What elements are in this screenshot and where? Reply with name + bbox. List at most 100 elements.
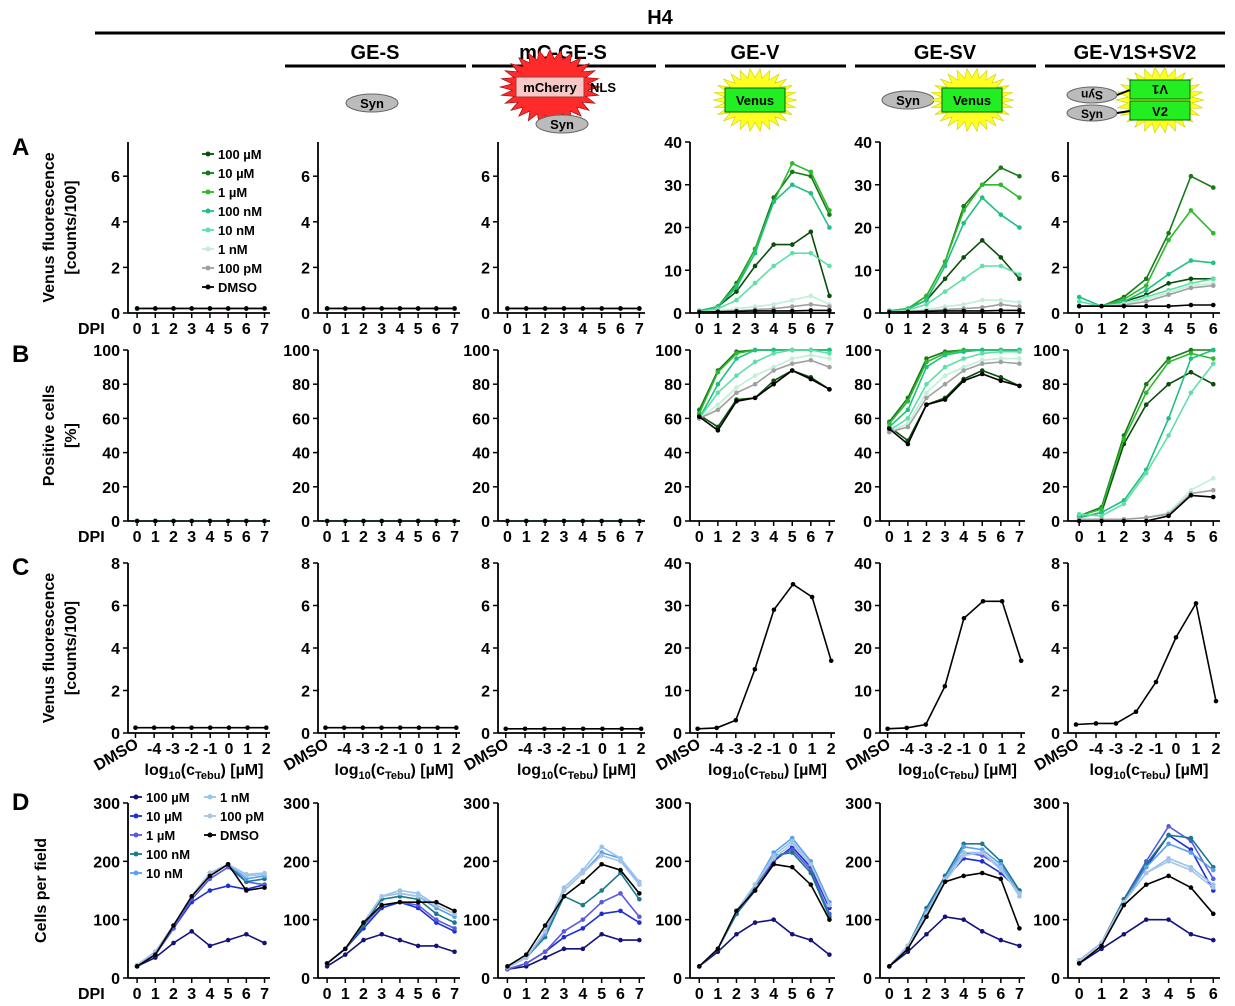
x-axis-label: DPI	[78, 986, 105, 1001]
data-point	[599, 844, 604, 850]
data-point	[225, 937, 231, 943]
x-axis-label-part: (c	[371, 762, 385, 779]
data-point	[961, 378, 966, 384]
data-point	[434, 911, 439, 917]
data-point	[1188, 835, 1194, 841]
y-tick-label: 20	[664, 641, 682, 658]
data-point	[225, 518, 231, 524]
y-tick-label: 4	[111, 641, 120, 658]
data-point	[542, 306, 548, 311]
y-axis-label: Positive cells	[41, 385, 58, 486]
x-tick-label: 5	[224, 529, 233, 546]
data-point	[789, 297, 795, 303]
x-tick-label: 6	[432, 321, 441, 338]
data-point	[245, 725, 250, 730]
y-tick-label: 4	[481, 641, 490, 658]
data-point	[789, 361, 795, 366]
v2-box	[1129, 100, 1191, 121]
y-tick-label: 20	[472, 480, 490, 497]
data-point	[1076, 299, 1082, 304]
x-tick-label: -4	[147, 741, 161, 758]
data-point	[1188, 493, 1194, 498]
data-point	[979, 308, 985, 314]
panel-label: B	[12, 341, 29, 368]
x-tick-label: 6	[806, 986, 815, 1001]
legend-label: 100 nM	[146, 847, 190, 862]
x-tick-label: -1	[1149, 741, 1163, 758]
construct-label: GE-SV	[914, 42, 977, 64]
data-point	[790, 581, 796, 587]
y-tick-label: 80	[664, 377, 682, 394]
x-axis-label-part: (c	[181, 762, 195, 779]
x-tick-label: 5	[788, 986, 797, 1001]
data-point	[580, 946, 586, 952]
data-point	[924, 914, 929, 920]
data-point	[379, 902, 385, 908]
data-point	[1166, 359, 1171, 365]
y-tick-label: 4	[481, 215, 490, 232]
data-point	[580, 870, 586, 876]
data-point	[452, 908, 457, 914]
x-tick-label: 4	[1164, 321, 1173, 338]
data-point	[734, 373, 739, 378]
x-axis-label-part: 10	[922, 770, 934, 782]
y-tick-label: 40	[854, 446, 872, 463]
data-point	[1188, 347, 1194, 353]
legend-marker	[205, 227, 211, 233]
data-point	[752, 373, 758, 378]
x-tick-label: 5	[788, 321, 797, 338]
data-point	[924, 390, 929, 396]
x-tick-label: 4	[395, 321, 404, 338]
series-line	[888, 872, 1021, 967]
x-axis-label-part: 10	[732, 770, 744, 782]
y-tick-label: 300	[93, 796, 120, 813]
x-tick-label: 5	[788, 529, 797, 546]
data-point	[1188, 258, 1194, 263]
x-tick-label: 2	[1212, 741, 1221, 758]
x-axis-label-part: 10	[359, 770, 371, 782]
data-point	[618, 518, 623, 524]
data-point	[696, 414, 702, 419]
legend-marker	[205, 246, 211, 252]
x-tick-label: 0	[133, 986, 142, 1001]
series-line	[507, 892, 640, 971]
data-point	[961, 349, 966, 355]
x-tick-label: 1	[903, 321, 912, 338]
y-tick-label: 20	[854, 641, 872, 658]
data-point	[1017, 173, 1022, 179]
data-point	[637, 518, 642, 524]
legend-label: 10 nM	[218, 223, 255, 238]
x-tick-label: 5	[597, 321, 606, 338]
x-tick-label: 4	[769, 321, 778, 338]
x-tick-label: 4	[205, 321, 214, 338]
series-line	[506, 863, 640, 967]
data-point	[961, 873, 966, 879]
data-point	[361, 306, 366, 311]
icon-text: Syn	[360, 96, 384, 111]
data-point	[1017, 361, 1022, 366]
y-tick-label: 200	[845, 854, 872, 871]
data-point	[789, 931, 795, 937]
x-tick-label: 6	[242, 986, 251, 1001]
y-tick-label: 200	[1033, 854, 1060, 871]
x-tick-label: 7	[450, 986, 459, 1001]
data-point	[379, 306, 385, 311]
data-point	[1193, 601, 1199, 606]
series-line	[699, 309, 830, 313]
x-tick-label: 4	[959, 986, 968, 1001]
y-tick-label: 4	[301, 215, 310, 232]
data-point	[924, 931, 929, 937]
series-line	[889, 265, 1020, 313]
data-point	[924, 364, 929, 370]
data-point	[1017, 943, 1022, 949]
data-point	[771, 308, 776, 314]
panel-label: A	[12, 134, 29, 161]
x-tick-label: 4	[1164, 529, 1173, 546]
data-point	[580, 726, 586, 732]
data-point	[434, 943, 439, 949]
x-axis-label-part: (c	[1126, 762, 1140, 779]
x-axis-label: log10(cTebu) [µM]	[517, 762, 636, 782]
data-point	[905, 309, 911, 315]
data-point	[771, 861, 776, 867]
legend-marker	[207, 813, 213, 819]
